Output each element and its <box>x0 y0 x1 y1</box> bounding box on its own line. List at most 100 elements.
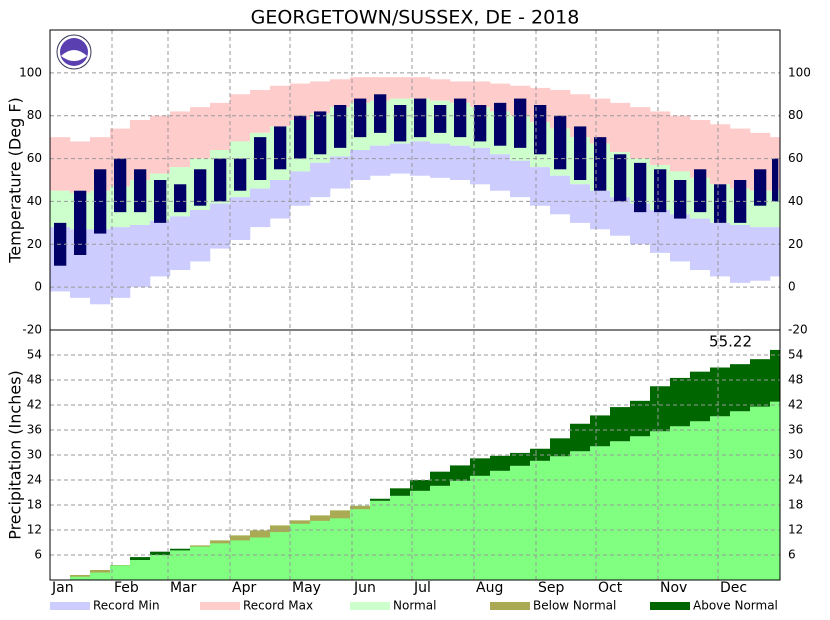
normal-area <box>570 451 591 580</box>
normal-area <box>450 480 471 580</box>
normal-area <box>670 426 691 580</box>
y-tick-label: 80 <box>27 108 42 122</box>
y-tick-label: 48 <box>27 373 42 387</box>
x-tick-label: Dec <box>720 580 747 596</box>
normal-area <box>290 520 311 580</box>
record-max-bar <box>610 102 631 153</box>
normal-area <box>770 401 781 580</box>
record-min-bar <box>190 210 211 262</box>
record-min-bar <box>630 203 651 245</box>
record-max-bar <box>650 111 671 165</box>
record-max-bar <box>630 107 651 159</box>
legend-label: Record Max <box>243 599 313 613</box>
record-min-bar <box>570 184 591 223</box>
below-normal-area <box>350 505 371 510</box>
record-min-bar <box>150 220 171 277</box>
normal-area <box>730 411 751 580</box>
above-normal-area <box>470 458 491 476</box>
normal-area <box>470 475 491 580</box>
observed-bar <box>714 184 727 223</box>
observed-bar <box>534 105 547 155</box>
above-normal-area <box>650 386 671 432</box>
record-min-bar <box>270 180 291 219</box>
record-max-bar <box>710 124 731 185</box>
y-tick-label: 20 <box>27 237 42 251</box>
normal-area <box>210 540 231 580</box>
normal-area <box>590 446 611 580</box>
record-min-bar <box>550 175 571 215</box>
observed-bar <box>74 190 87 255</box>
normal-area <box>350 505 371 580</box>
record-min-bar <box>210 203 231 249</box>
y-tick-label-right: 6 <box>788 548 796 562</box>
normal-area <box>390 495 411 580</box>
above-normal-area <box>770 349 781 402</box>
above-normal-area <box>590 415 611 447</box>
normal-area <box>650 431 671 580</box>
normal-bar <box>50 190 71 228</box>
observed-bar <box>374 94 387 133</box>
above-normal-area <box>670 377 691 427</box>
y-tick-label-right: 18 <box>788 498 803 512</box>
record-min-bar <box>530 167 551 206</box>
y-tick-label: 30 <box>27 448 42 462</box>
y-tick-label-right: 30 <box>788 448 803 462</box>
x-tick-label: Jan <box>51 580 74 596</box>
record-min-bar <box>690 218 711 270</box>
record-max-bar <box>310 81 331 114</box>
normal-area <box>750 406 771 580</box>
legend-label: Below Normal <box>533 599 616 613</box>
normal-area <box>70 575 91 580</box>
observed-bar <box>754 169 767 206</box>
normal-area <box>530 460 551 580</box>
observed-bar <box>634 162 647 213</box>
y-tick-label: 24 <box>27 473 42 487</box>
y-axis-label: Temperature (Deg F) <box>6 97 25 264</box>
normal-area <box>710 416 731 580</box>
normal-area <box>630 436 651 580</box>
observed-bar <box>734 180 747 223</box>
record-min-bar <box>510 160 531 198</box>
y-tick-label-right: 0 <box>788 280 796 294</box>
record-max-bar <box>130 120 151 180</box>
y-tick-label-right: 54 <box>788 348 803 362</box>
y-tick-label: 40 <box>27 194 42 208</box>
above-normal-area <box>750 359 771 407</box>
normal-area <box>490 470 511 580</box>
x-tick-label: Feb <box>114 580 139 596</box>
record-max-bar <box>390 77 411 99</box>
below-normal-area <box>210 540 231 544</box>
record-max-bar <box>210 102 231 150</box>
record-min-bar <box>450 145 471 180</box>
record-min-bar <box>90 229 111 305</box>
record-min-bar <box>750 227 771 281</box>
observed-bar <box>674 180 687 219</box>
observed-bar <box>694 169 707 213</box>
y-tick-label: 6 <box>34 548 42 562</box>
observed-bar <box>474 105 487 142</box>
y-tick-label-right: 24 <box>788 473 803 487</box>
y-tick-label: 100 <box>19 65 42 79</box>
record-min-bar <box>610 197 631 236</box>
record-max-bar <box>250 90 271 133</box>
observed-bar <box>772 158 779 202</box>
observed-bar <box>174 184 187 213</box>
above-normal-area <box>150 551 171 555</box>
record-min-bar <box>130 225 151 288</box>
normal-area <box>310 515 331 580</box>
normal-area <box>690 421 711 580</box>
record-max-bar <box>730 128 751 189</box>
observed-bar <box>434 105 447 133</box>
observed-bar <box>574 126 587 180</box>
below-normal-area <box>190 545 211 547</box>
normal-area <box>610 441 631 580</box>
above-normal-area <box>370 498 391 501</box>
total-annotation: 55.22 <box>709 333 752 351</box>
legend-swatch <box>490 602 530 610</box>
legend-swatch <box>350 602 390 610</box>
y-tick-label: 0 <box>34 280 42 294</box>
y-tick-label-right: 48 <box>788 373 803 387</box>
normal-area <box>230 535 251 580</box>
legend-label: Normal <box>393 599 436 613</box>
below-normal-area <box>250 530 271 538</box>
